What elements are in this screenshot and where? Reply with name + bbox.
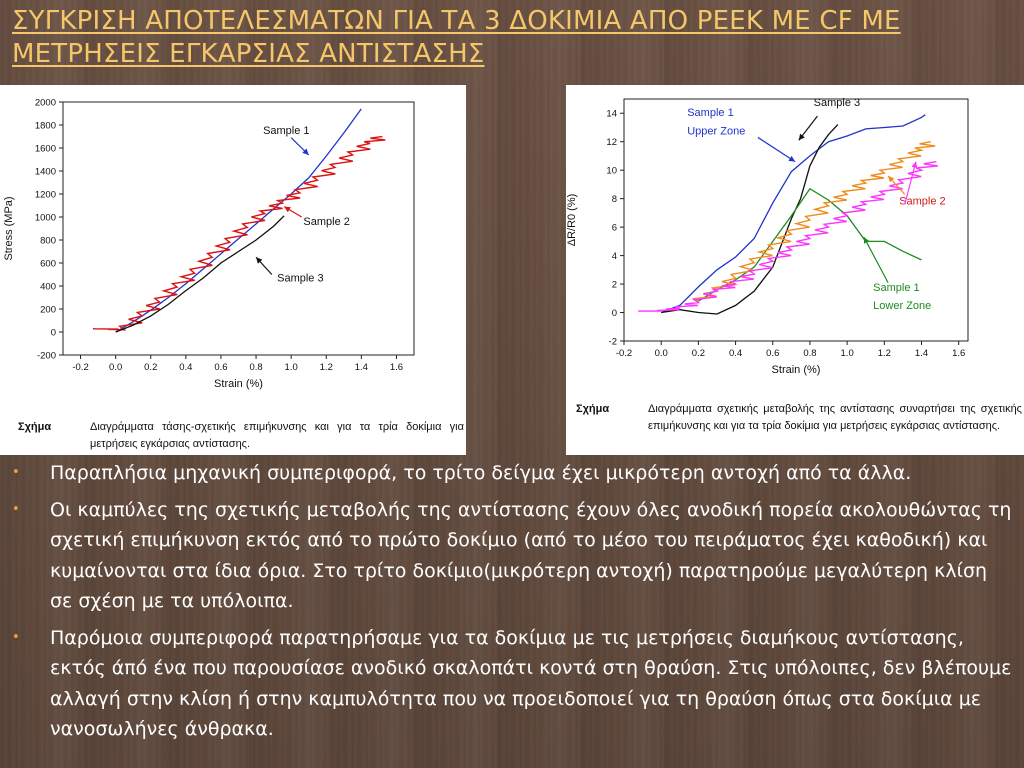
stress-chart-y-tick-label: 1000 [35,213,56,224]
bullet-text: Παραπλήσια μηχανική συμπεριφορά, το τρίτ… [50,462,912,484]
stress-chart-series-sample-2-line [92,135,386,331]
stress-chart-x-axis-label: Strain (%) [214,378,263,390]
resistance-strain-figure: -0.2 0.0 0.2 0.4 0.6 0.8 1.0 1.2 1.4 1.6 -2 0 2 4 6 8 10… [566,85,1024,455]
resistance-chart-x-tick-label: 0.2 [692,348,705,359]
resistance-chart-y-tick-label: 0 [612,308,617,319]
stress-strain-caption-label: Σχήμα [18,421,52,433]
stress-chart-y-tick-label: 1800 [35,121,56,132]
stress-chart-annotation-arrowhead [302,148,309,155]
stress-chart-annotation: Sample 3 [277,272,323,284]
stress-chart-y-tick-label: 2000 [35,98,56,109]
resistance-strain-caption: Σχήμα Διαγράμματα σχετικής μεταβολής της… [576,401,1022,453]
resistance-chart-series-sample-2-line [691,141,936,302]
stress-chart-y-tick-label: 200 [40,305,56,316]
slide-title: ΣΥΓΚΡΙΣΗ ΑΠΟΤΕΛΕΣΜΑΤΩΝ ΓΙΑ ΤΑ 3 ΔΟΚΙΜΙΑ … [12,5,1022,71]
resistance-chart-y-tick-label: 14 [606,109,617,120]
resistance-chart-annotation-arrowhead [798,133,805,141]
resistance-chart-annotation: Lower Zone [873,300,931,312]
resistance-chart-x-tick-label: 1.4 [915,348,928,359]
bullet-item: • Οι καμπύλες της σχετικής μεταβολής της… [12,495,1012,617]
resistance-chart-series-sample-1-lower-zone-line [698,187,922,302]
stress-chart-y-tick-label: 600 [40,259,56,270]
resistance-strain-caption-label: Σχήμα [576,403,610,415]
resistance-chart-x-tick-label: 0.8 [803,348,816,359]
stress-chart-x-tick-label: 0.8 [249,362,262,373]
stress-chart-x-tick-label: 1.6 [390,362,403,373]
bullet-marker: • [12,465,20,480]
stress-chart-y-tick-label: 1600 [35,144,56,155]
stress-chart-y-tick-label: 0 [51,328,56,339]
stress-chart-x-tick-label: 0.6 [214,362,227,373]
resistance-chart-annotation-arrowhead [888,175,895,183]
bullet-text: Οι καμπύλες της σχετικής μεταβολής της α… [50,498,1012,613]
resistance-chart-annotation: Sample 3 [814,97,860,109]
resistance-chart-annotation: Sample 1 [873,282,919,294]
stress-chart-y-tick-label: 400 [40,282,56,293]
stress-chart-x-tick-label: 0.4 [179,362,192,373]
resistance-chart-x-tick-label: -0.2 [616,348,632,359]
stress-strain-caption-text: Διαγράμματα τάσης-σχετικής επιμήκυνσης κ… [90,421,464,450]
bullet-marker: • [12,629,20,645]
stress-chart-y-axis-label: Stress (MPa) [3,196,15,260]
resistance-chart-annotation: Upper Zone [687,126,745,138]
resistance-chart-annotation-arrowhead [863,237,870,244]
resistance-chart-annotation-arrowhead [788,155,796,162]
stress-strain-figure: -0.2 0.0 0.2 0.4 0.6 0.8 1.0 1.2 1.4 1.6 -200 0 200 4… [0,85,466,455]
resistance-chart-annotation-arrow [904,161,917,205]
resistance-chart-y-tick-label: -2 [609,337,617,348]
slide-title-line-2: ΜΕΤΡΗΣΕΙΣ ΕΓΚΑΡΣΙΑΣ ΑΝΤΙΣΤΑΣΗΣ [12,39,485,69]
stress-chart-x-tick-label: 0.0 [109,362,122,373]
stress-chart-x-tick-label: 1.0 [285,362,298,373]
bullet-list: • Παραπλήσια μηχανική συμπεριφορά, το τρ… [12,458,1012,745]
stress-chart-y-tick-label: 1200 [35,190,56,201]
resistance-chart-x-tick-label: 0.0 [655,348,668,359]
resistance-chart-series-sample-3-line [661,124,839,315]
resistance-chart-y-axis-label: ΔR/R0 (%) [566,194,578,247]
stress-strain-chart: -0.2 0.0 0.2 0.4 0.6 0.8 1.0 1.2 1.4 1.6 -200 0 200 4… [3,98,415,390]
stress-chart-x-tick-label: -0.2 [72,362,88,373]
resistance-chart-y-tick-label: 2 [612,280,617,291]
resistance-chart-annotation-arrow [757,136,796,163]
resistance-chart-y-tick-label: 4 [612,251,617,262]
slide-title-line-1: ΣΥΓΚΡΙΣΗ ΑΠΟΤΕΛΕΣΜΑΤΩΝ ΓΙΑ ΤΑ 3 ΔΟΚΙΜΙΑ … [12,6,901,36]
resistance-chart-plot-frame [623,98,969,342]
stress-chart-x-tick-label: 0.2 [144,362,157,373]
resistance-chart-y-tick-label: 12 [606,137,617,148]
bullet-item: • Παραπλήσια μηχανική συμπεριφορά, το τρ… [12,458,1012,489]
resistance-chart-x-tick-label: 1.2 [878,348,891,359]
resistance-strain-caption-text: Διαγράμματα σχετικής μεταβολής της αντίσ… [648,403,1022,432]
resistance-chart-x-tick-label: 0.4 [729,348,742,359]
bullet-text: Παρόμοια συμπεριφορά παρατηρήσαμε για τα… [50,626,1012,741]
stress-chart-x-tick-label: 1.2 [320,362,333,373]
stress-chart-series-sample-1-line [115,108,362,333]
resistance-chart-annotation-arrow [863,236,889,283]
resistance-chart-y-tick-label: 8 [612,194,617,205]
stress-chart-annotation-arrowhead [256,257,263,264]
stress-chart-annotation: Sample 1 [263,125,309,137]
resistance-chart-x-tick-label: 1.6 [952,348,965,359]
resistance-chart-x-tick-label: 1.0 [841,348,854,359]
stress-chart-y-tick-label: -200 [37,351,56,362]
stress-chart-y-tick-label: 1400 [35,167,56,178]
stress-chart-annotation: Sample 2 [303,216,349,228]
resistance-chart-y-tick-label: 6 [612,223,617,234]
resistance-strain-chart: -0.2 0.0 0.2 0.4 0.6 0.8 1.0 1.2 1.4 1.6 -2 0 2 4 6 8 10… [566,97,969,376]
resistance-chart-y-tick-label: 10 [606,166,617,177]
resistance-chart-annotation: Sample 2 [899,195,945,207]
resistance-chart-series-sample-2-line [638,160,939,312]
stress-chart-series-sample-3-line [115,215,285,333]
resistance-chart-annotation: Sample 1 [687,107,733,119]
stress-chart-x-tick-label: 1.4 [355,362,368,373]
resistance-chart-x-tick-label: 0.6 [766,348,779,359]
stress-strain-caption: Σχήμα Διαγράμματα τάσης-σχετικής επιμήκυ… [18,419,464,453]
bullet-item: • Παρόμοια συμπεριφορά παρατηρήσαμε για … [12,623,1012,745]
resistance-chart-series-sample-1-upper-zone-line [660,114,926,314]
bullet-marker: • [12,501,20,517]
stress-chart-plot-frame [62,101,415,356]
stress-chart-annotation-arrowhead [284,206,291,213]
stress-chart-y-tick-label: 800 [40,236,56,247]
resistance-chart-annotation-arrowhead [911,161,918,169]
resistance-chart-x-axis-label: Strain (%) [772,364,821,376]
